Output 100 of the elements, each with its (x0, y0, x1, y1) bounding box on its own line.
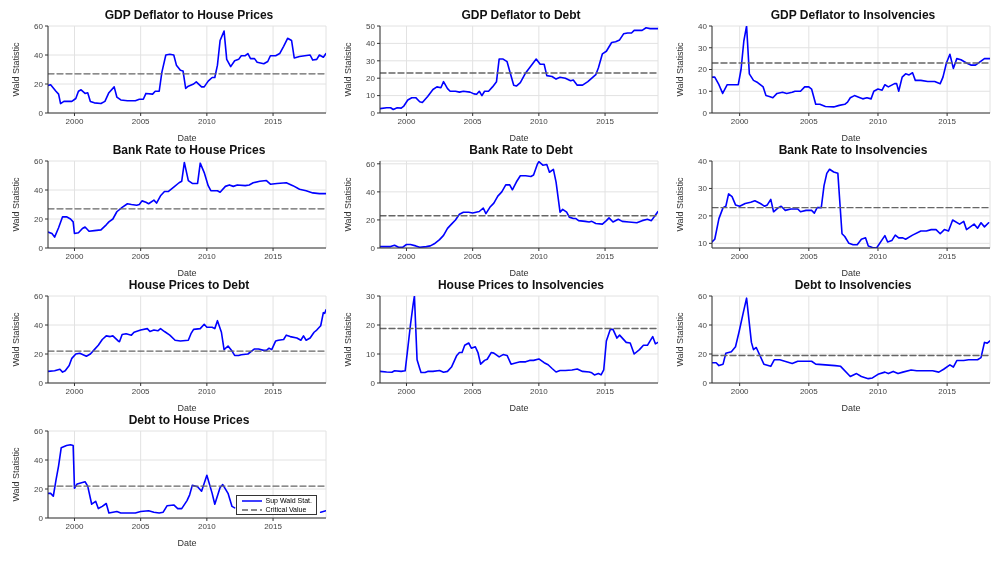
x-tick-label: 2015 (264, 251, 283, 261)
y-tick-label: 50 (366, 21, 376, 31)
y-tick-label: 30 (366, 56, 376, 66)
y-tick-label: 20 (34, 349, 44, 359)
y-tick-label: 60 (34, 426, 44, 436)
x-tick-label: 2000 (65, 116, 84, 126)
x-tick-label: 2000 (397, 386, 416, 396)
y-tick-label: 0 (370, 243, 376, 253)
x-tick-label: 2005 (463, 251, 483, 261)
y-tick-label: 20 (34, 214, 44, 224)
y-tick-label: 30 (698, 184, 708, 194)
y-tick-label: 40 (34, 50, 44, 60)
y-axis-title: Wald Statistic (11, 176, 22, 232)
y-tick-label: 40 (34, 320, 44, 330)
line-series (380, 26, 658, 111)
x-axis-title: Date (841, 133, 861, 143)
x-tick-label: 2000 (397, 251, 416, 261)
x-tick-label: 2000 (397, 116, 416, 126)
y-tick-label: 60 (34, 291, 44, 301)
y-axis-title: Wald Statistic (11, 446, 22, 502)
y-tick-label: 20 (366, 215, 376, 225)
y-tick-label: 60 (34, 156, 44, 166)
x-axis-title: Date (509, 403, 529, 413)
x-axis-title: Date (509, 133, 529, 143)
chart-title: Debt to House Prices (127, 413, 251, 428)
y-tick-label: 40 (366, 187, 376, 197)
x-tick-label: 2015 (938, 251, 957, 261)
y-tick-label: 40 (34, 185, 44, 195)
chart-title: Debt to Insolvencies (793, 278, 913, 293)
x-tick-label: 2005 (463, 386, 483, 396)
line-series (48, 308, 326, 373)
y-tick-label: 40 (698, 21, 708, 31)
y-tick-label: 30 (698, 43, 708, 53)
y-tick-label: 0 (38, 243, 44, 253)
x-axis-title: Date (177, 403, 197, 413)
y-tick-label: 20 (698, 349, 708, 359)
y-tick-label: 20 (698, 65, 708, 75)
x-tick-label: 2000 (65, 521, 84, 531)
x-tick-label: 2010 (869, 251, 888, 261)
x-tick-label: 2005 (799, 116, 819, 126)
y-axis-title: Wald Statistic (675, 176, 686, 232)
x-tick-label: 2005 (131, 116, 151, 126)
y-tick-label: 20 (34, 484, 44, 494)
y-tick-label: 0 (38, 513, 44, 523)
x-tick-label: 2005 (131, 521, 151, 531)
x-tick-label: 2015 (938, 116, 957, 126)
x-tick-label: 2015 (938, 386, 957, 396)
chart-title: GDP Deflator to Insolvencies (769, 8, 937, 23)
x-tick-label: 2010 (529, 386, 549, 396)
line-series (380, 161, 658, 248)
x-tick-label: 2005 (799, 251, 819, 261)
y-tick-label: 0 (38, 108, 44, 118)
y-tick-label: 60 (34, 21, 44, 31)
x-tick-label: 2000 (65, 386, 84, 396)
x-axis-title: Date (177, 133, 197, 143)
y-tick-label: 0 (370, 108, 376, 118)
x-axis-title: Date (841, 268, 861, 278)
chart-title: House Prices to Insolvencies (436, 278, 606, 293)
x-tick-label: 2010 (197, 116, 217, 126)
x-tick-label: 2015 (596, 116, 615, 126)
y-tick-label: 40 (34, 455, 44, 465)
x-axis-title: Date (177, 268, 197, 278)
y-tick-label: 40 (366, 39, 376, 49)
x-tick-label: 2010 (197, 251, 217, 261)
x-tick-label: 2000 (730, 251, 750, 261)
y-tick-label: 40 (698, 320, 708, 330)
chart-title: House Prices to Debt (127, 278, 251, 293)
x-tick-label: 2015 (264, 116, 283, 126)
x-tick-label: 2010 (529, 251, 549, 261)
x-tick-label: 2005 (463, 116, 483, 126)
x-axis-title: Date (177, 538, 197, 548)
x-tick-label: 2005 (799, 386, 819, 396)
x-tick-label: 2005 (131, 251, 151, 261)
y-tick-label: 0 (702, 378, 708, 388)
y-tick-label: 40 (698, 156, 708, 166)
y-tick-label: 10 (366, 91, 376, 101)
x-tick-label: 2000 (730, 116, 750, 126)
y-axis-title: Wald Statistic (675, 311, 686, 367)
x-tick-label: 2015 (264, 386, 283, 396)
y-tick-label: 60 (366, 159, 376, 169)
y-tick-label: 20 (366, 74, 376, 84)
y-axis-title: Wald Statistic (343, 311, 354, 367)
line-series (48, 30, 326, 105)
x-axis-title: Date (841, 403, 861, 413)
y-tick-label: 30 (366, 291, 376, 301)
x-tick-label: 2015 (264, 521, 283, 531)
y-axis-title: Wald Statistic (11, 311, 22, 367)
x-tick-label: 2010 (197, 521, 217, 531)
x-tick-label: 2000 (65, 251, 84, 261)
chart-title: GDP Deflator to House Prices (103, 8, 275, 23)
x-tick-label: 2010 (869, 386, 888, 396)
chart-title: Bank Rate to Insolvencies (777, 143, 929, 158)
y-axis-title: Wald Statistic (343, 41, 354, 97)
y-axis-title: Wald Statistic (675, 41, 686, 97)
chart-title: GDP Deflator to Debt (460, 8, 582, 23)
x-tick-label: 2015 (596, 386, 615, 396)
chart-title: Bank Rate to Debt (468, 143, 574, 158)
y-axis-title: Wald Statistic (343, 176, 354, 232)
x-tick-label: 2000 (730, 386, 750, 396)
y-tick-label: 60 (698, 291, 708, 301)
